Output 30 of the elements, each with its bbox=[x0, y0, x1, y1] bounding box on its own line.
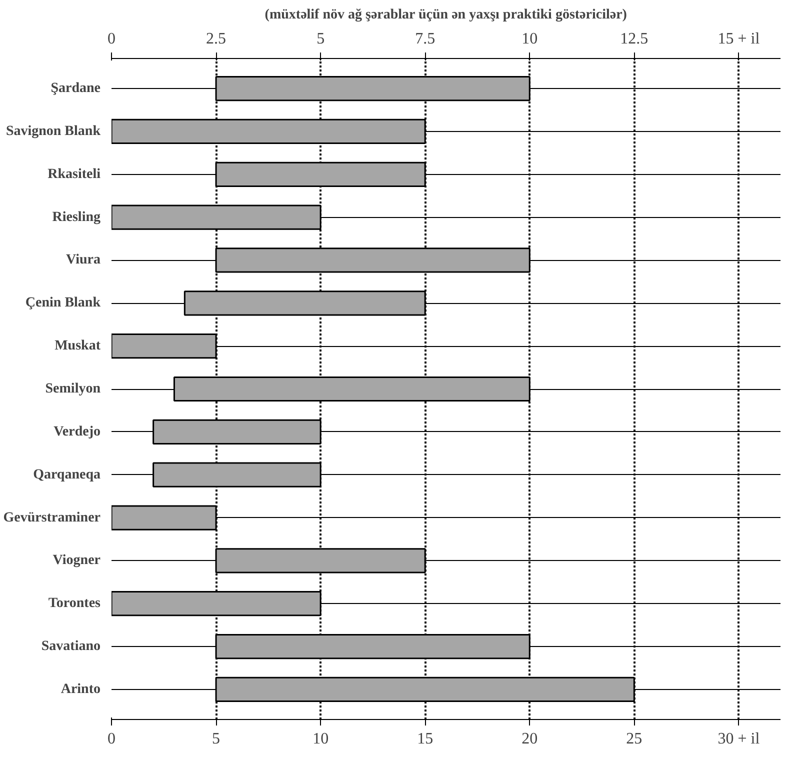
y-tick-label: Arinto bbox=[60, 682, 101, 697]
x-tick-label: 20 bbox=[522, 730, 538, 748]
y-tick-label: Verdejo bbox=[54, 424, 101, 440]
x-tick-label: 30 + il bbox=[718, 730, 760, 748]
y-tick-label: Qarqaneqa bbox=[33, 467, 101, 482]
x2-tick-label: 7.5 bbox=[415, 30, 436, 48]
x2-tick-label: 0 bbox=[108, 30, 116, 48]
y-tick-label: Rkasiteli bbox=[48, 166, 101, 182]
y-tick-label: Torontes bbox=[48, 596, 102, 612]
x-tick-label: 10 bbox=[312, 730, 329, 748]
y-tick-label: Viogner bbox=[52, 553, 101, 568]
x-tick-label: 25 bbox=[626, 730, 642, 748]
x-tick-label: 5 bbox=[212, 730, 220, 748]
y-tick-label: Muskat bbox=[54, 338, 101, 354]
x2-tick-label: 15 + il bbox=[718, 30, 760, 48]
x-tick-label: 0 bbox=[108, 730, 116, 748]
x2-tick-label: 5 bbox=[316, 30, 325, 48]
y-tick-label: Çenin Blank bbox=[25, 296, 101, 311]
y-tick-label: Savignon Blank bbox=[6, 124, 101, 139]
x2-tick-label: 10 bbox=[522, 30, 538, 48]
x-tick-label: 15 bbox=[417, 730, 434, 748]
chart-title: (müxtəlif növ ağ şərablar üçün ən yaxşı praktiki göstəricilər) bbox=[264, 8, 628, 22]
x2-tick-label: 2.5 bbox=[206, 30, 226, 48]
y-tick-label: Gevürstraminer bbox=[3, 510, 101, 526]
y-tick-label: Viura bbox=[66, 252, 101, 268]
y-tick-label: Savatiano bbox=[41, 639, 100, 654]
y-tick-label: Semilyon bbox=[45, 382, 101, 396]
x2-tick-label: 12.5 bbox=[620, 30, 648, 48]
y-tick-label: Şardane bbox=[50, 81, 101, 96]
y-tick-label: Riesling bbox=[52, 210, 101, 225]
